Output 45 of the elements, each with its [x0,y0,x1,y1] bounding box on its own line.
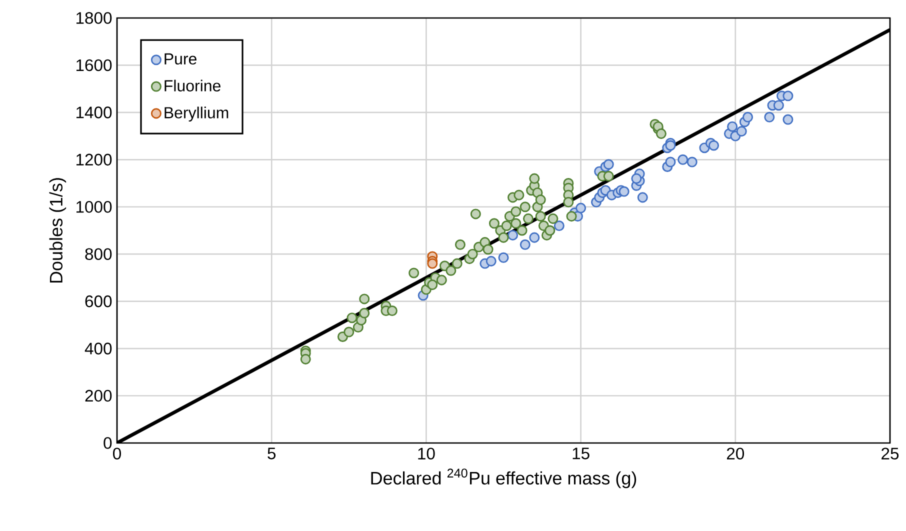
y-tick-label: 1400 [76,106,112,118]
y-tick-label: 1000 [76,200,112,213]
point [708,140,720,151]
point [486,256,496,266]
y-tick-label: 200 [85,390,112,402]
x-tick-label: 0 [113,448,121,460]
x-tick-label: 25 [882,448,899,460]
point [678,154,688,165]
legend-label: Fluorine [164,80,220,92]
point [498,252,509,263]
y-tick-label: 0 [104,437,112,449]
y-tick-label: 1200 [76,154,112,166]
point [727,121,738,132]
y-tick-label: 600 [85,295,112,308]
x-tick-label: 10 [418,448,435,460]
point [665,140,676,151]
point [631,173,642,184]
point [508,230,518,240]
point [529,232,540,243]
point [742,112,754,122]
point [520,239,530,250]
x-axis-title: Declared $^{240}$Pu effective mass (g) [371,468,636,488]
point [618,186,630,197]
y-tick-label: 400 [84,342,112,354]
point [427,258,438,269]
point [554,220,564,232]
point [603,159,614,170]
point [736,126,747,137]
point [637,192,648,203]
point [782,114,794,125]
point [773,100,784,111]
y-tick-label: 1800 [76,12,112,24]
point [764,112,775,122]
x-tick-label: 20 [726,448,744,460]
legend-label: Pure [164,53,196,65]
x-tick-label: 15 [572,448,590,460]
point [576,202,586,214]
y-tick-label: 800 [85,248,112,260]
point [686,156,698,168]
point [782,90,794,102]
y-axis-title: Doubles (1/s) [49,178,66,283]
point [665,156,676,168]
legend-label: Beryllium [164,106,228,122]
x-tick-label: 5 [268,448,276,460]
y-tick-label: 1600 [76,59,112,72]
